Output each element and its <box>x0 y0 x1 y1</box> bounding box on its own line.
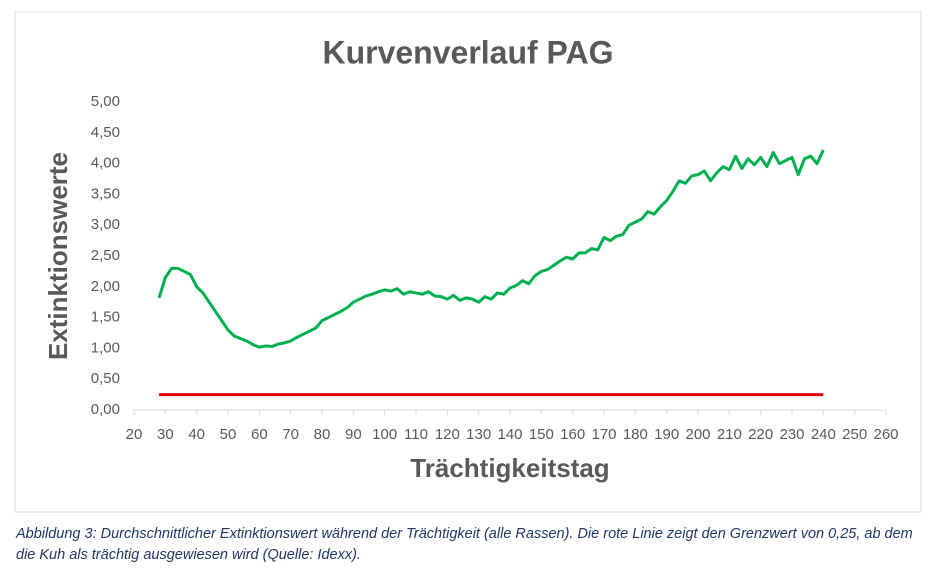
y-tick-label: 1,00 <box>91 339 120 356</box>
y-tick-label: 2,50 <box>91 247 120 264</box>
x-tick-label: 160 <box>560 426 585 443</box>
caption: Abbildung 3: Durchschnittlicher Extinkti… <box>16 526 913 563</box>
y-tick-label: 1,50 <box>91 309 120 326</box>
x-tick-label: 80 <box>314 426 331 443</box>
x-tick-label: 90 <box>345 426 362 443</box>
y-tick-label: 0,00 <box>91 401 120 418</box>
x-tick-label: 170 <box>591 426 616 443</box>
y-axis-title: Extinktionswerte <box>43 152 73 360</box>
y-tick-label: 4,50 <box>91 124 120 141</box>
y-tick-label: 2,00 <box>91 278 120 295</box>
x-tick-label: 240 <box>811 426 836 443</box>
y-tick-label: 3,50 <box>91 185 120 202</box>
x-tick-label: 230 <box>779 426 804 443</box>
x-tick-label: 70 <box>282 426 299 443</box>
chart: Kurvenverlauf PAG Trächtigkeitstag Extin… <box>14 11 922 513</box>
x-tick-label: 40 <box>188 426 205 443</box>
x-tick-label: 130 <box>466 426 491 443</box>
x-tick-label: 110 <box>404 426 428 443</box>
y-tick-label: 3,00 <box>91 216 120 233</box>
x-tick-label: 120 <box>435 426 460 443</box>
x-tick-label: 220 <box>748 426 773 443</box>
x-tick-label: 260 <box>873 426 898 443</box>
x-tick-label: 140 <box>497 426 522 443</box>
x-tick-label: 60 <box>251 426 268 443</box>
data-line <box>157 149 825 349</box>
x-tick-label: 190 <box>654 426 679 443</box>
x-tick-label: 150 <box>529 426 554 443</box>
y-tick-label: 5,00 <box>91 93 120 110</box>
chart-title: Kurvenverlauf PAG <box>322 34 613 70</box>
x-tick-label: 250 <box>842 426 867 443</box>
x-tick-label: 180 <box>623 426 648 443</box>
x-tick-label: 20 <box>126 426 143 443</box>
x-tick-label: 30 <box>157 426 174 443</box>
x-tick-label: 100 <box>372 426 397 443</box>
y-tick-label: 4,00 <box>91 155 120 172</box>
x-tick-label: 210 <box>717 426 742 443</box>
x-tick-label: 50 <box>220 426 237 443</box>
y-tick-label: 0,50 <box>91 370 120 387</box>
x-axis-title: Trächtigkeitstag <box>410 453 609 483</box>
x-tick-label: 200 <box>685 426 710 443</box>
chart-frame <box>14 11 922 513</box>
